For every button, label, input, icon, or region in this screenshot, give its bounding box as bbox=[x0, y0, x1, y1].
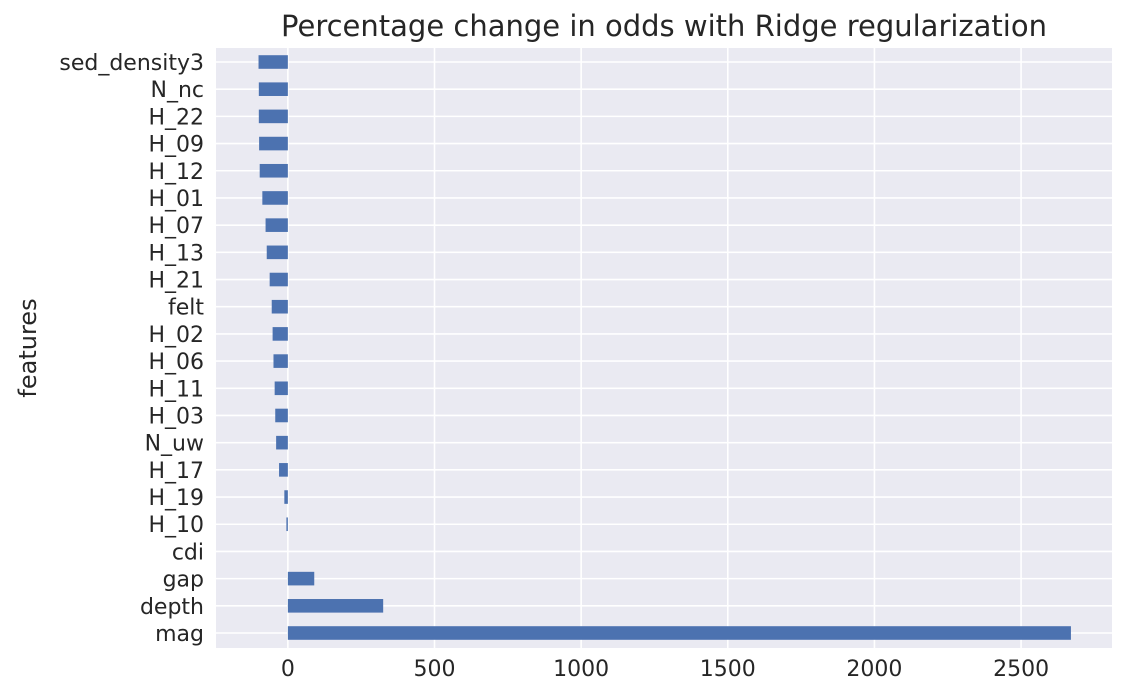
y-tick-label: N_nc bbox=[151, 78, 205, 103]
bar-n-uw bbox=[276, 435, 288, 450]
y-tick-label: mag bbox=[155, 622, 204, 647]
y-tick-label: H_02 bbox=[148, 323, 204, 348]
y-tick-label: N_uw bbox=[145, 432, 204, 457]
bar-h-09 bbox=[259, 136, 288, 151]
y-tick-label: H_12 bbox=[148, 160, 204, 185]
y-axis-label: features bbox=[14, 298, 42, 397]
bar-h-02 bbox=[272, 327, 288, 341]
bar-h-17 bbox=[279, 463, 288, 477]
y-tick-label: H_21 bbox=[148, 269, 204, 294]
x-tick-labels: 0 500 1000 1500 2000 2500 bbox=[281, 657, 1049, 682]
y-tick-label: H_07 bbox=[148, 214, 204, 239]
x-tick-label: 500 bbox=[414, 657, 456, 682]
bar-h-19 bbox=[284, 490, 288, 504]
x-tick-label: 2000 bbox=[846, 657, 902, 682]
y-tick-label: H_01 bbox=[148, 187, 204, 212]
y-tick-label: depth bbox=[140, 595, 204, 620]
y-tick-label: H_09 bbox=[148, 133, 204, 158]
x-tick-label: 2500 bbox=[993, 657, 1049, 682]
bar-h-13 bbox=[266, 245, 288, 260]
bars bbox=[258, 55, 1071, 640]
y-tick-label: cdi bbox=[172, 540, 204, 565]
bar-h-11 bbox=[274, 381, 288, 396]
y-tick-label: H_22 bbox=[148, 105, 204, 130]
bar-h-10 bbox=[286, 517, 288, 532]
y-tick-label: H_10 bbox=[148, 513, 204, 538]
bar-h-12 bbox=[259, 163, 288, 178]
bar-h-21 bbox=[269, 272, 288, 287]
y-tick-label: gap bbox=[163, 568, 204, 593]
bar-depth bbox=[287, 599, 384, 613]
y-tick-label: H_03 bbox=[148, 404, 204, 429]
x-tick-label: 1000 bbox=[553, 657, 609, 682]
y-tick-label: H_13 bbox=[148, 241, 204, 266]
plot-area bbox=[216, 48, 1112, 648]
y-tick-label: H_11 bbox=[148, 377, 204, 402]
y-tick-label: felt bbox=[168, 296, 204, 321]
bar-n-nc bbox=[258, 82, 288, 96]
bar-felt bbox=[271, 299, 288, 314]
y-tick-label: sed_density3 bbox=[59, 51, 204, 76]
x-tick-label: 1500 bbox=[700, 657, 756, 682]
bar-h-22 bbox=[258, 109, 288, 124]
bar-h-07 bbox=[265, 218, 288, 232]
grid bbox=[216, 48, 1112, 648]
y-tick-label: H_06 bbox=[148, 350, 204, 375]
chart-title: Percentage change in odds with Ridge reg… bbox=[281, 9, 1047, 43]
bar-h-06 bbox=[273, 354, 288, 368]
x-tick-label: 0 bbox=[281, 657, 295, 682]
bar-sed-density3 bbox=[258, 55, 288, 69]
y-tick-label: H_19 bbox=[148, 486, 204, 511]
bar-h-03 bbox=[275, 408, 288, 423]
bar-h-01 bbox=[262, 191, 288, 205]
bar-gap bbox=[287, 571, 315, 586]
bar-mag bbox=[287, 626, 1071, 640]
y-tick-label: H_17 bbox=[148, 459, 204, 484]
